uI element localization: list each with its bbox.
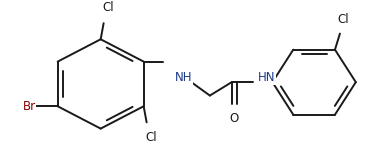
- Text: Br: Br: [23, 100, 36, 113]
- Text: NH: NH: [175, 71, 192, 84]
- Text: Cl: Cl: [337, 13, 349, 27]
- Text: Cl: Cl: [103, 1, 114, 14]
- Text: O: O: [229, 112, 238, 125]
- Text: HN: HN: [258, 71, 275, 84]
- Text: Cl: Cl: [146, 131, 157, 144]
